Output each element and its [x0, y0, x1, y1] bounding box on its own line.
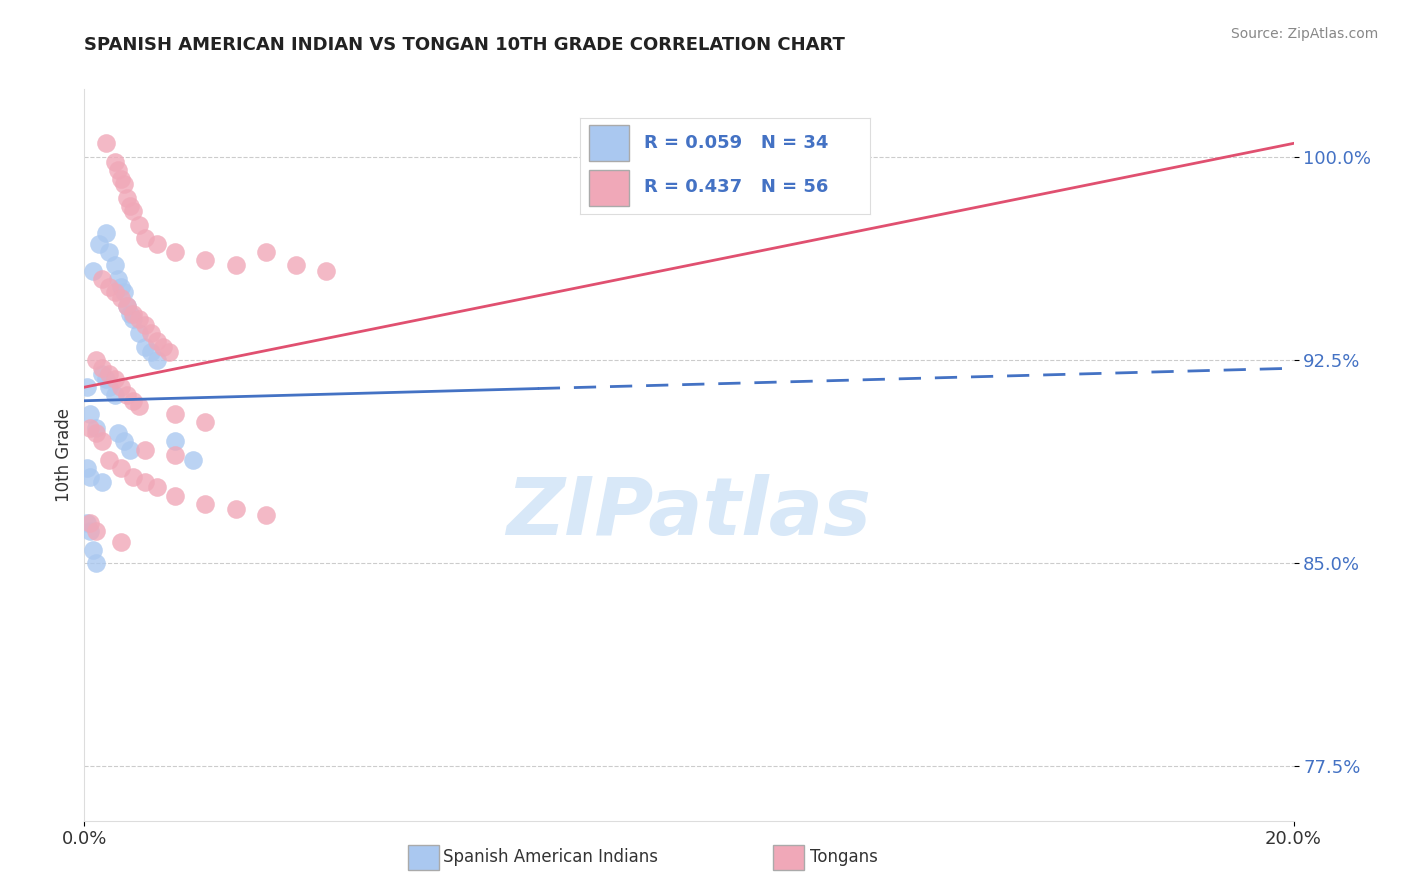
Point [115, 190, 138, 204]
Point [128, 399, 150, 413]
Point [110, 280, 132, 294]
Point [110, 380, 132, 394]
Point [165, 407, 187, 421]
Point [104, 388, 127, 402]
Text: ZIPatlas: ZIPatlas [506, 475, 872, 552]
Point [134, 231, 156, 245]
Text: Spanish American Indians: Spanish American Indians [443, 848, 658, 866]
Point [91, 475, 114, 489]
Point [152, 340, 174, 354]
Point [79, 524, 101, 538]
Point [128, 218, 150, 232]
Point [121, 469, 143, 483]
Point [86, 353, 108, 368]
Point [121, 312, 143, 326]
Point [225, 258, 247, 272]
Point [97, 244, 120, 259]
Point [89, 236, 111, 251]
Point [86, 421, 108, 435]
Point [165, 448, 187, 462]
Point [110, 291, 132, 305]
Point [104, 155, 127, 169]
Point [118, 442, 141, 457]
Point [194, 252, 217, 267]
Point [86, 426, 108, 441]
Point [79, 421, 101, 435]
Point [82, 542, 104, 557]
Point [254, 244, 277, 259]
Point [86, 524, 108, 538]
Point [79, 516, 101, 530]
Point [194, 497, 217, 511]
Point [146, 236, 169, 251]
Text: Source: ZipAtlas.com: Source: ZipAtlas.com [1230, 27, 1378, 41]
Point [118, 307, 141, 321]
Point [76, 380, 98, 394]
Point [165, 434, 187, 449]
Point [104, 285, 127, 300]
Point [79, 407, 101, 421]
Point [157, 345, 180, 359]
Point [94, 372, 117, 386]
Point [285, 258, 308, 272]
Point [139, 345, 162, 359]
Point [97, 453, 120, 467]
Point [110, 171, 132, 186]
Point [107, 426, 129, 441]
Point [128, 312, 150, 326]
Text: SPANISH AMERICAN INDIAN VS TONGAN 10TH GRADE CORRELATION CHART: SPANISH AMERICAN INDIAN VS TONGAN 10TH G… [84, 36, 845, 54]
Point [97, 380, 120, 394]
Point [112, 285, 135, 300]
Point [112, 177, 135, 191]
Point [165, 489, 187, 503]
Point [139, 326, 162, 340]
Point [115, 388, 138, 402]
Point [104, 258, 127, 272]
Point [110, 534, 132, 549]
Point [94, 136, 117, 151]
Point [76, 461, 98, 475]
Point [91, 367, 114, 381]
Point [134, 442, 156, 457]
Point [165, 244, 187, 259]
Point [146, 353, 169, 368]
Point [91, 272, 114, 286]
Y-axis label: 10th Grade: 10th Grade [55, 408, 73, 502]
Point [134, 340, 156, 354]
Point [134, 475, 156, 489]
Text: Tongans: Tongans [810, 848, 877, 866]
Point [225, 502, 247, 516]
Point [146, 334, 169, 348]
Point [97, 280, 120, 294]
Point [128, 326, 150, 340]
Point [79, 469, 101, 483]
Point [110, 461, 132, 475]
Point [107, 272, 129, 286]
Point [254, 508, 277, 522]
Point [91, 361, 114, 376]
Point [115, 299, 138, 313]
Point [76, 516, 98, 530]
Point [134, 318, 156, 332]
Point [112, 434, 135, 449]
Point [121, 204, 143, 219]
Point [82, 263, 104, 277]
Point [194, 416, 217, 430]
Point [146, 480, 169, 494]
Point [94, 226, 117, 240]
Point [315, 263, 337, 277]
Point [121, 307, 143, 321]
Point [97, 367, 120, 381]
Point [104, 372, 127, 386]
Point [118, 199, 141, 213]
Point [86, 556, 108, 570]
Point [115, 299, 138, 313]
Point [181, 453, 204, 467]
Point [121, 393, 143, 408]
Point [91, 434, 114, 449]
Point [107, 163, 129, 178]
